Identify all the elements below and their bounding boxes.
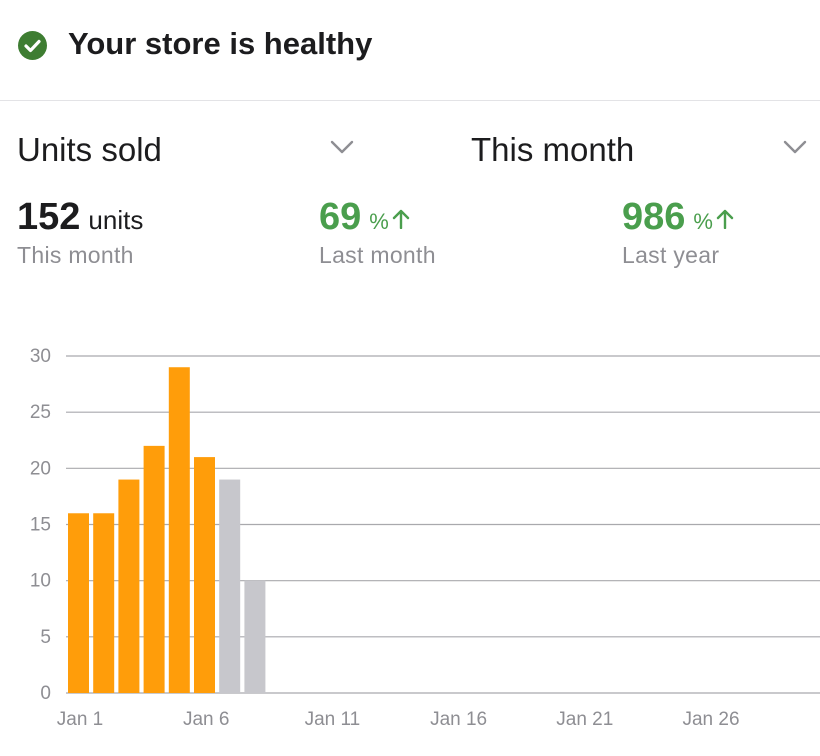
stat-vs-last-year: 986% Last year (622, 196, 734, 269)
metric-dropdown[interactable]: Units sold (17, 128, 362, 172)
chevron-down-icon (330, 140, 354, 154)
stat-value: 986 (622, 196, 686, 238)
stat-unit: units (88, 205, 144, 235)
stat-caption: Last year (622, 242, 720, 268)
bar-actual (68, 513, 89, 693)
bar-actual (168, 367, 190, 693)
store-health-header: Your store is healthy (0, 0, 820, 101)
x-tick-label: Jan 11 (305, 709, 361, 730)
store-health-title: Your store is healthy (68, 26, 373, 61)
stat-vs-last-month: 69% Last month (319, 196, 436, 269)
y-tick-label: 25 (30, 402, 51, 423)
stat-value: 69 (319, 196, 362, 238)
period-dropdown[interactable]: This month (471, 128, 816, 172)
stat-unit: % (369, 209, 389, 234)
bar-projected (244, 580, 266, 693)
bar-projected (219, 479, 241, 693)
arrow-up-icon (716, 209, 734, 229)
period-dropdown-label: This month (471, 131, 635, 168)
stat-caption: Last month (319, 242, 436, 268)
stat-caption: This month (17, 242, 134, 268)
x-tick-label: Jan 21 (556, 709, 613, 730)
arrow-up-icon (392, 209, 410, 229)
y-tick-label: 5 (40, 627, 51, 648)
metric-dropdown-label: Units sold (17, 131, 162, 168)
chevron-down-icon (783, 140, 807, 154)
y-tick-label: 15 (30, 515, 51, 536)
x-tick-label: Jan 16 (430, 709, 487, 730)
stat-value: 152 (17, 196, 81, 238)
y-tick-label: 0 (40, 683, 51, 704)
y-tick-label: 20 (30, 458, 51, 479)
bar-actual (118, 479, 140, 693)
y-tick-label: 10 (30, 571, 51, 592)
bar-actual (93, 513, 115, 693)
units-sold-bar-chart: 0 5 10 15 20 25 30 Jan 1 Jan 6 Jan 11 Jan 16 Jan 21… (30, 346, 820, 730)
y-tick-label: 30 (30, 346, 51, 367)
stat-unit: % (693, 209, 713, 234)
x-tick-label: Jan 26 (682, 709, 739, 730)
checkmark-circle-icon (18, 31, 47, 60)
bar-actual (194, 457, 215, 693)
x-tick-label: Jan 1 (57, 709, 103, 730)
stat-units-this-month: 152 units This month (17, 196, 143, 269)
bar-actual (143, 445, 165, 693)
x-tick-label: Jan 6 (183, 709, 229, 730)
